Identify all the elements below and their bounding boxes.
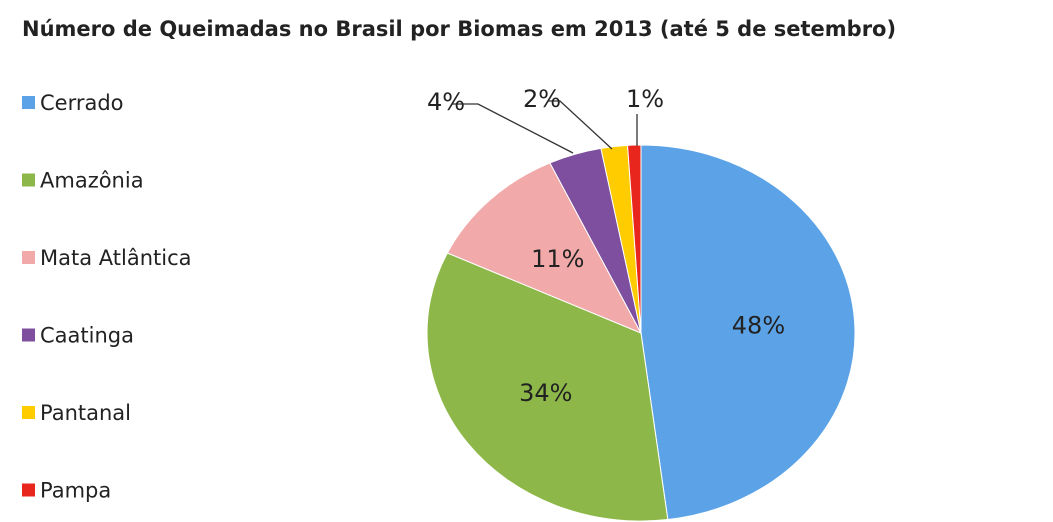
legend-label: Pantanal: [40, 401, 131, 425]
leader-line: [452, 103, 574, 154]
pie-slice: [640, 144, 856, 521]
legend-swatch: [22, 173, 35, 187]
legend-label: Pampa: [40, 479, 111, 503]
data-label: 2%: [523, 85, 561, 113]
legend-swatch: [22, 251, 35, 264]
legend-label: Amazônia: [40, 169, 144, 193]
pie-slice: [446, 162, 643, 334]
pie-slice: [426, 252, 669, 522]
data-label: 34%: [519, 379, 572, 407]
legend-label: Mata Atlântica: [40, 246, 192, 270]
data-label: 1%: [626, 85, 664, 113]
legend-swatch: [22, 96, 35, 109]
chart-title: Número de Queimadas no Brasil por Biomas…: [22, 17, 896, 41]
legend-swatch: [22, 328, 35, 342]
legend-label: Caatinga: [40, 324, 134, 348]
data-label: 4%: [427, 88, 465, 116]
legend-label: Cerrado: [40, 91, 124, 115]
legend-swatch: [22, 483, 35, 497]
leader-line: [548, 100, 613, 150]
data-label: 48%: [732, 312, 785, 340]
pie-slice: [627, 144, 642, 334]
legend-swatch: [22, 406, 35, 419]
data-label: 11%: [531, 245, 584, 273]
